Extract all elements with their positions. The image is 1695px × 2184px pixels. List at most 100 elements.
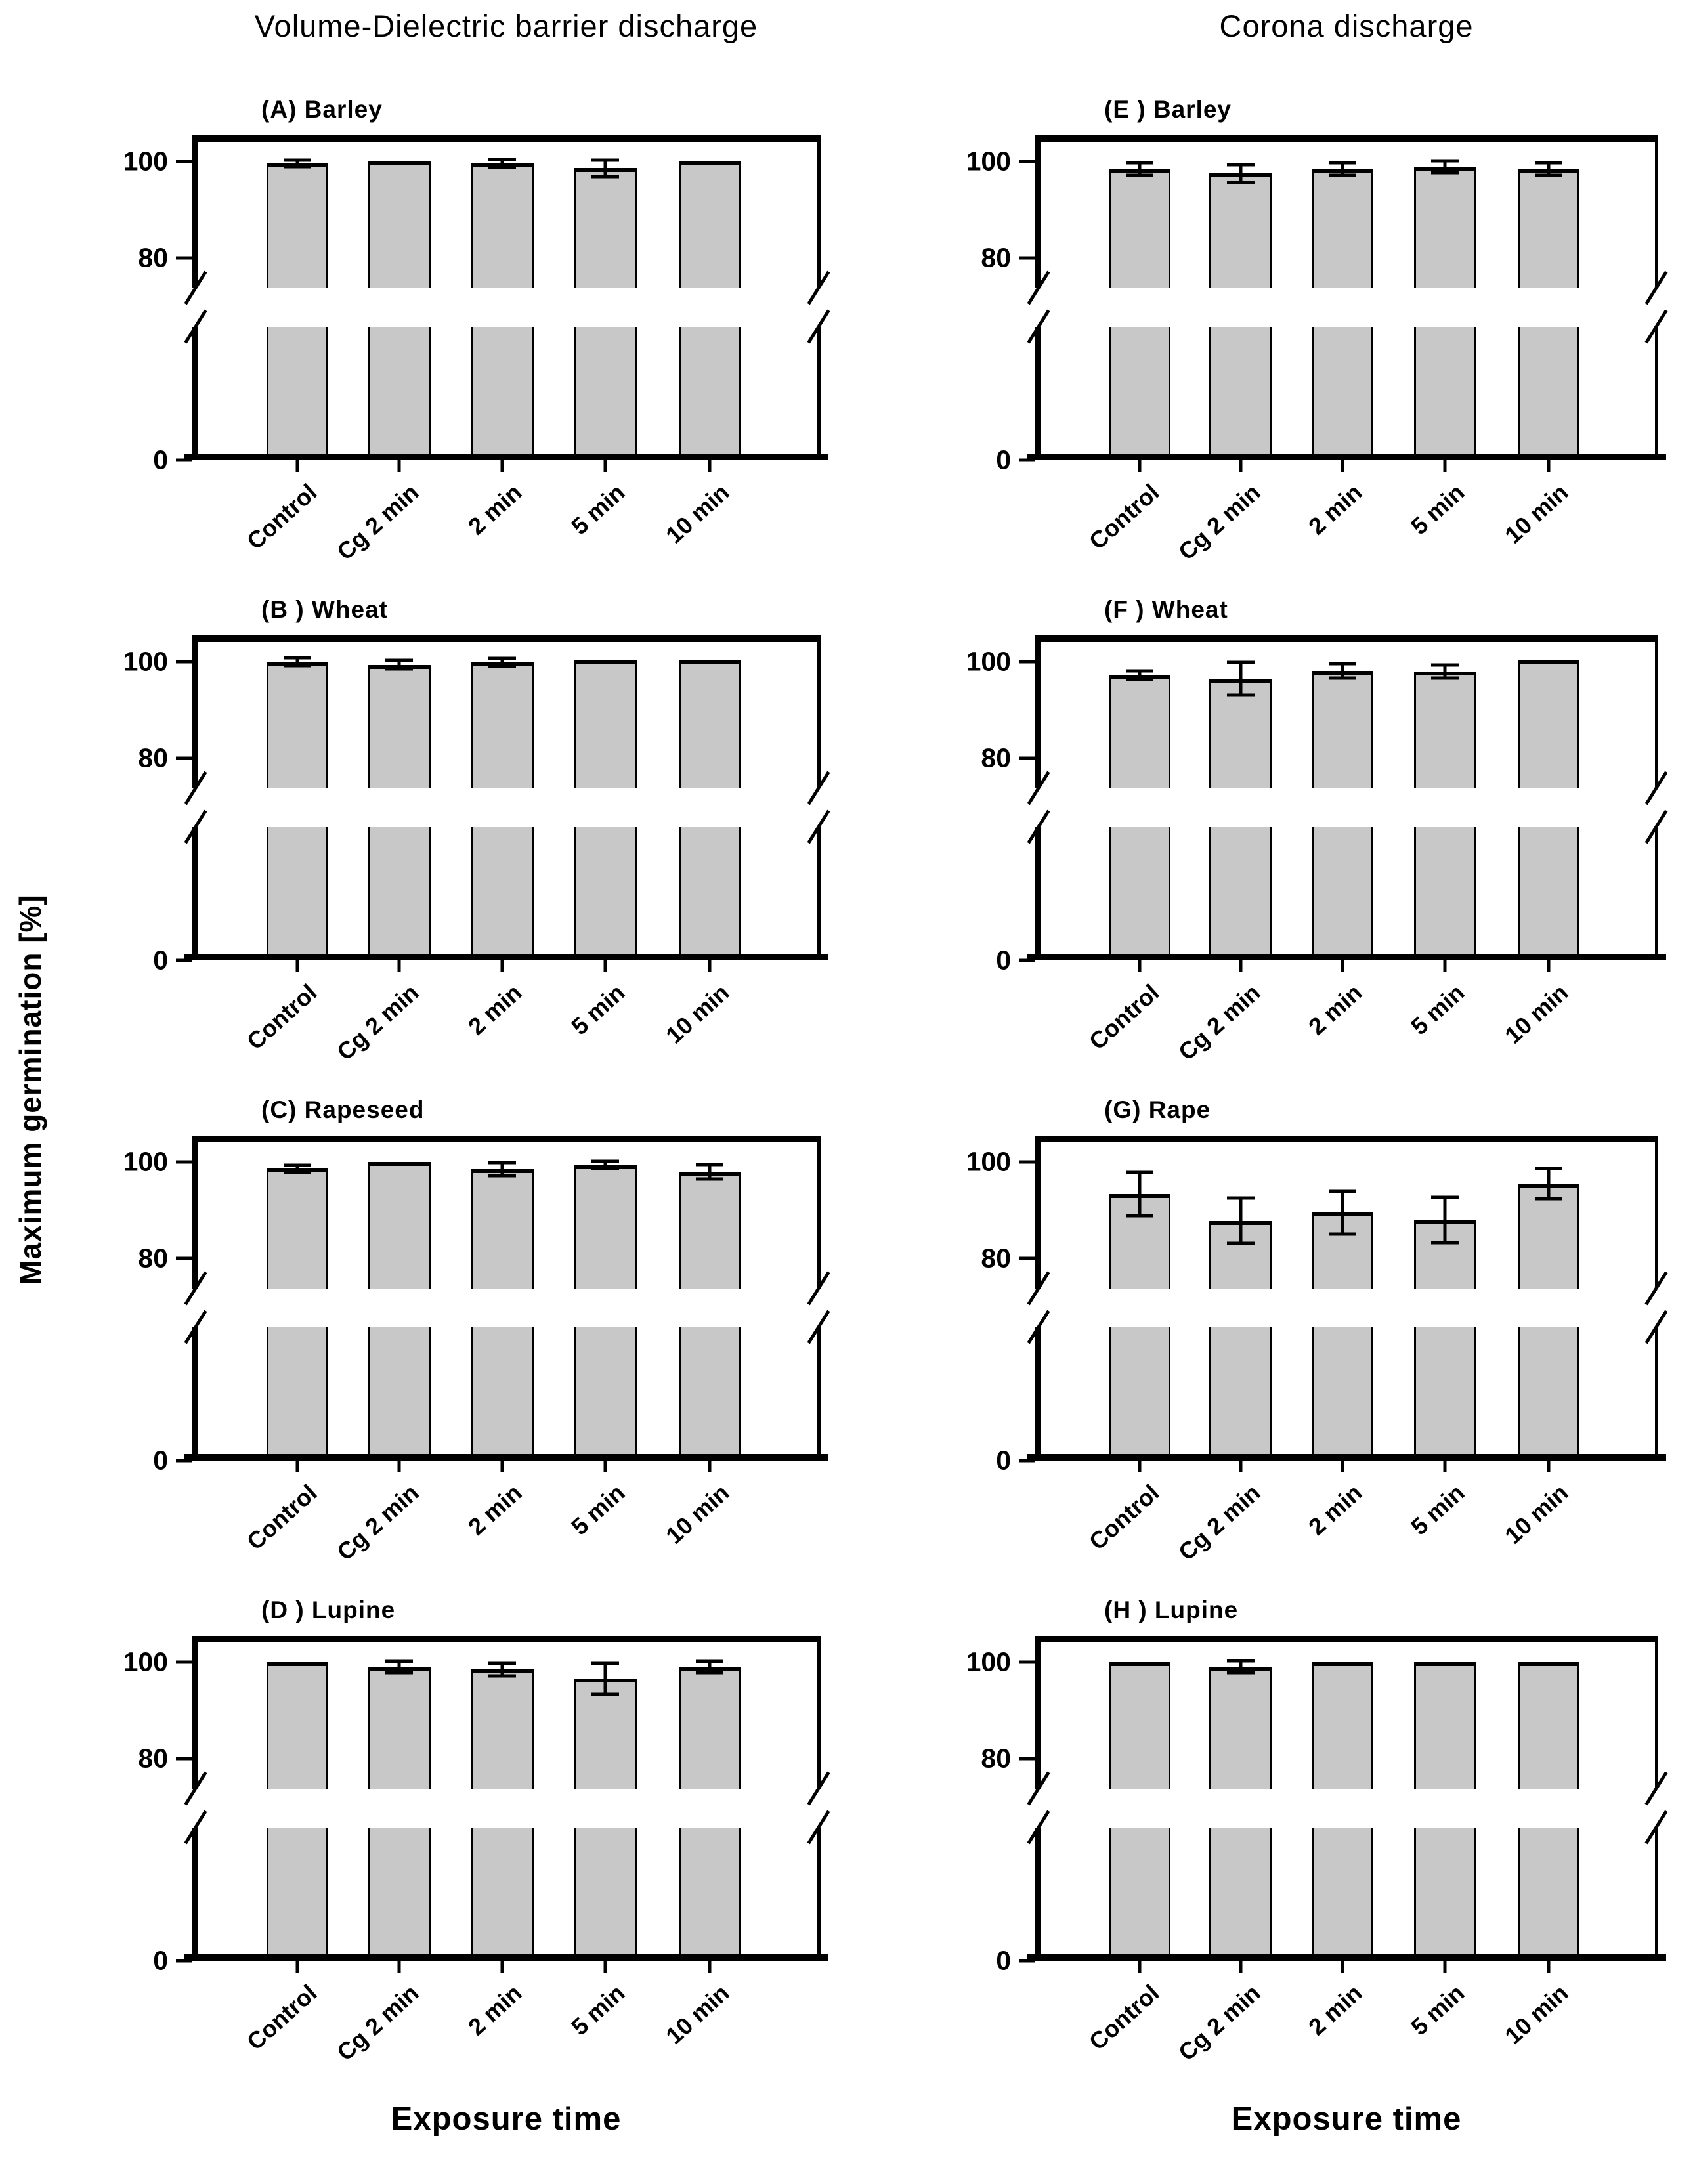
x-tick xyxy=(1239,960,1242,972)
y-tick-label: 100 xyxy=(123,1146,168,1177)
error-bar-cap-top xyxy=(591,158,620,162)
y-tick xyxy=(176,1256,192,1260)
error-bar-cap-bottom xyxy=(1431,1241,1459,1245)
x-axis-line xyxy=(1027,1454,1666,1461)
x-axis-label-right: Exposure time xyxy=(1231,2101,1462,2137)
x-tick xyxy=(295,460,299,472)
y-tick xyxy=(176,160,192,163)
error-bar xyxy=(500,658,504,666)
x-tick xyxy=(1547,460,1551,472)
error-bar-cap-bottom xyxy=(488,1674,517,1678)
axis-break-band xyxy=(1027,788,1666,828)
plot-frame-top xyxy=(1035,1636,1658,1642)
x-tick-label: Control xyxy=(241,979,322,1056)
x-tick-label: 2 min xyxy=(463,479,527,540)
y-tick xyxy=(1019,1660,1035,1664)
x-tick-label: Control xyxy=(1083,1479,1165,1556)
error-bar xyxy=(1239,662,1242,695)
panel-label: (D ) Lupine xyxy=(261,1596,396,1623)
y-tick xyxy=(176,1660,192,1664)
error-bar-cap-top xyxy=(385,658,414,662)
x-tick xyxy=(397,1961,401,1973)
x-tick xyxy=(1547,960,1551,972)
plot-area: 100 80 0 Control Cg 2 min 2 min 5 min 10 min xyxy=(966,135,1668,565)
plot-area: 100 80 0 Control Cg 2 min 2 min 5 min 10 min xyxy=(966,1136,1668,1566)
y-tick-label: 0 xyxy=(153,945,168,975)
x-tick-label: Cg 2 min xyxy=(332,479,424,566)
x-tick-label: 10 min xyxy=(660,1479,735,1549)
x-tick xyxy=(603,1961,607,1973)
y-tick-label: 80 xyxy=(981,1743,1011,1774)
plot-area: 100 80 0 Control Cg 2 min 2 min 5 min 10 min xyxy=(966,1636,1668,2066)
chart-panel: (F ) Wheat 100 80 0 Control Cg 2 min 2 min 5 mi… xyxy=(848,589,1695,1090)
x-tick xyxy=(708,460,712,472)
error-bar-cap-top xyxy=(488,158,517,161)
y-tick-label: 0 xyxy=(996,444,1011,475)
x-tick xyxy=(1341,1461,1344,1472)
x-tick-label: 10 min xyxy=(1499,1979,1574,2049)
x-tick-label: 5 min xyxy=(1405,1479,1470,1541)
chart-panel: (C) Rapeseed 100 80 0 Control Cg 2 min 2 min 5 … xyxy=(0,1090,848,1590)
error-bar-cap-top xyxy=(488,1661,517,1665)
y-tick-label: 80 xyxy=(981,1243,1011,1274)
x-tick xyxy=(1443,460,1447,472)
x-tick xyxy=(295,960,299,972)
x-tick xyxy=(500,460,504,472)
error-bar-cap-bottom xyxy=(283,1170,311,1174)
x-tick-label: 10 min xyxy=(1499,979,1574,1049)
x-tick xyxy=(603,460,607,472)
y-tick xyxy=(1019,160,1035,163)
error-bar xyxy=(500,160,504,167)
axis-break-band xyxy=(184,788,828,828)
bar xyxy=(1209,1220,1272,1461)
y-tick-label: 0 xyxy=(153,1945,168,1976)
y-tick xyxy=(176,1959,192,1963)
error-bar-cap-top xyxy=(385,1659,414,1663)
panel-label: (C) Rapeseed xyxy=(261,1096,425,1123)
chart-panel: (A) Barley 100 80 0 Control Cg 2 min 2 min 5 mi… xyxy=(0,89,848,589)
error-bar xyxy=(1138,162,1142,175)
plot-area: 100 80 0 Control Cg 2 min 2 min 5 min 10 min xyxy=(123,135,830,565)
axis-break-band xyxy=(184,1788,828,1828)
error-bar-cap-top xyxy=(1226,163,1255,167)
error-bar-cap-top xyxy=(696,1659,724,1663)
error-bar xyxy=(295,658,299,666)
plot-frame-top xyxy=(192,1636,821,1642)
error-bar xyxy=(1341,1191,1344,1234)
y-tick-label: 100 xyxy=(123,646,168,677)
axis-break-band xyxy=(184,1288,828,1328)
error-bar xyxy=(500,1663,504,1676)
x-tick-label: 5 min xyxy=(1405,1979,1470,2041)
error-bar-cap-bottom xyxy=(488,664,517,668)
error-bar-cap-bottom xyxy=(1329,1232,1357,1236)
x-tick-label: Cg 2 min xyxy=(1172,479,1265,566)
x-tick-label: Cg 2 min xyxy=(1172,979,1265,1066)
x-tick-label: 2 min xyxy=(463,1479,527,1541)
x-axis-line xyxy=(1027,954,1666,960)
panels-vdbd: (A) Barley 100 80 0 Control Cg 2 min 2 min 5 mi… xyxy=(0,89,848,2090)
error-bar xyxy=(295,160,299,167)
panel-label: (G) Rape xyxy=(1104,1096,1211,1123)
panel-label: (A) Barley xyxy=(261,96,383,123)
x-tick xyxy=(1547,1461,1551,1472)
axis-break-band xyxy=(184,288,828,328)
plot-frame-top xyxy=(1035,635,1658,642)
x-tick-label: 2 min xyxy=(463,979,527,1040)
y-tick-label: 80 xyxy=(981,742,1011,773)
y-tick-label: 0 xyxy=(996,1445,1011,1476)
x-tick-label: 10 min xyxy=(1499,1479,1574,1549)
axis-break-band xyxy=(1027,288,1666,328)
x-tick xyxy=(1341,460,1344,472)
error-bar-cap-bottom xyxy=(696,1177,724,1181)
panels-corona: (E ) Barley 100 80 0 Control Cg 2 min 2 min 5 m… xyxy=(848,89,1695,2090)
plot-frame-top xyxy=(1035,1136,1658,1142)
error-bar-cap-bottom xyxy=(591,1167,620,1170)
x-tick-label: 5 min xyxy=(566,1479,630,1541)
y-tick-label: 0 xyxy=(996,1945,1011,1976)
x-tick xyxy=(500,1461,504,1472)
error-bar xyxy=(1547,1168,1551,1199)
x-tick xyxy=(708,1461,712,1472)
plot-area: 100 80 0 Control Cg 2 min 2 min 5 min 10 min xyxy=(966,635,1668,1065)
error-bar xyxy=(603,160,607,177)
error-bar-cap-top xyxy=(1534,161,1562,165)
